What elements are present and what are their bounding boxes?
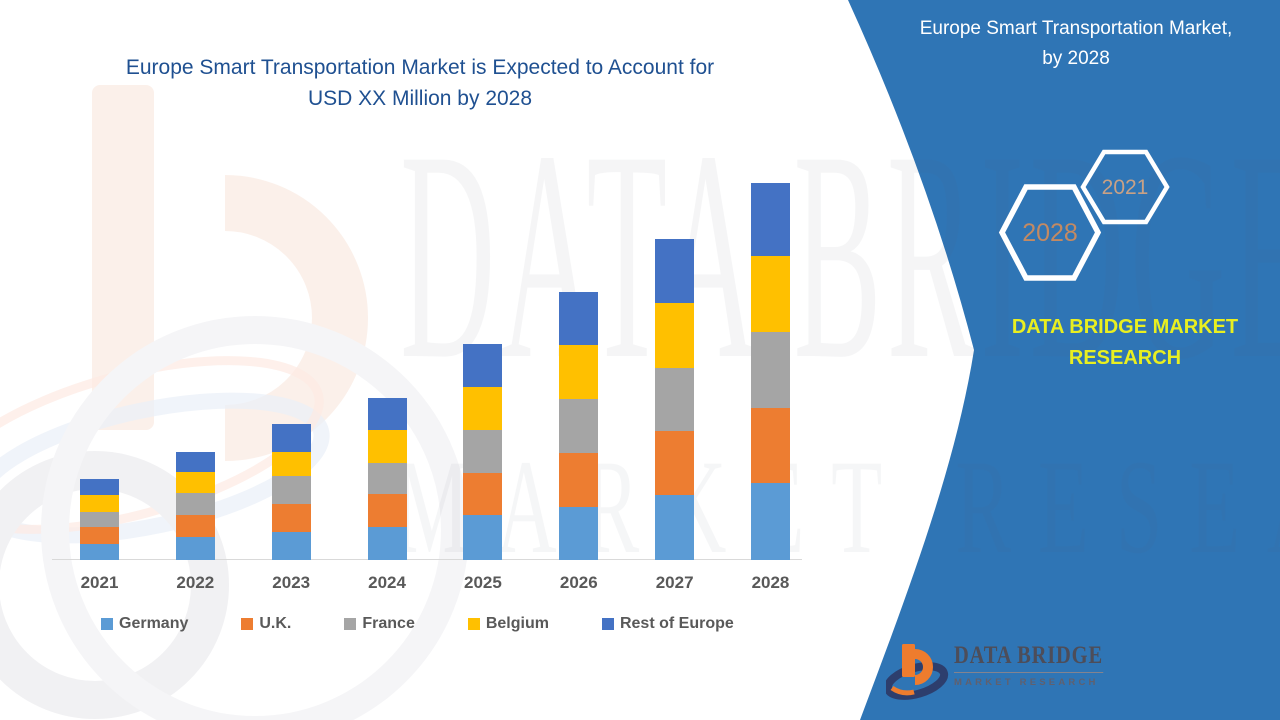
chart-title-line2: USD XX Million by 2028 bbox=[307, 87, 533, 110]
bar-segment-rest-of-europe-2027 bbox=[655, 239, 695, 303]
bar-segment-u-k-2026 bbox=[559, 453, 599, 507]
bar-segment-belgium-2021 bbox=[80, 495, 119, 512]
legend-item-rest-of-europe: Rest of Europe bbox=[601, 615, 734, 633]
bar-column-2025 bbox=[463, 344, 503, 560]
legend-item-germany: Germany bbox=[101, 615, 188, 633]
bar-segment-germany-2022 bbox=[175, 537, 215, 560]
legend-item-france: France bbox=[344, 615, 415, 633]
x-axis-line bbox=[52, 559, 802, 560]
bar-segment-germany-2021 bbox=[80, 544, 119, 560]
legend-label-rest-of-europe: Rest of Europe bbox=[619, 615, 734, 632]
bar-column-2022 bbox=[175, 452, 215, 560]
legend-label-belgium: Belgium bbox=[485, 615, 549, 632]
watermark-b-bowl bbox=[224, 175, 368, 461]
x-axis-label-2023: 2023 bbox=[272, 573, 311, 592]
bar-column-2021 bbox=[80, 479, 119, 560]
bar-segment-france-2024 bbox=[367, 463, 407, 494]
bar-column-2027 bbox=[655, 239, 695, 560]
bar-segment-germany-2023 bbox=[271, 532, 311, 560]
bar-segment-u-k-2024 bbox=[367, 494, 407, 527]
legend-swatch-u-k bbox=[241, 618, 254, 630]
legend-item-u-k: U.K. bbox=[241, 615, 291, 633]
bar-segment-france-2023 bbox=[271, 476, 311, 504]
bar-segment-france-2021 bbox=[80, 512, 119, 527]
bar-segment-germany-2028 bbox=[750, 483, 790, 560]
bar-segment-rest-of-europe-2024 bbox=[367, 398, 407, 430]
bar-segment-germany-2026 bbox=[559, 507, 599, 560]
databridge-logo-watermark bbox=[0, 85, 469, 720]
side-panel-shape bbox=[848, 0, 1280, 720]
bar-segment-rest-of-europe-2022 bbox=[175, 452, 215, 472]
bar-segment-belgium-2028 bbox=[750, 256, 790, 332]
bar-segment-france-2026 bbox=[559, 399, 599, 453]
bar-segment-belgium-2026 bbox=[559, 345, 599, 399]
legend-label-u-k: U.K. bbox=[259, 615, 292, 632]
bar-column-2023 bbox=[271, 424, 311, 560]
bar-segment-u-k-2028 bbox=[750, 408, 790, 483]
watermark-b-bar bbox=[92, 85, 154, 430]
legend-item-belgium: Belgium bbox=[467, 615, 549, 633]
bar-segment-germany-2024 bbox=[367, 527, 407, 560]
legend-label-germany: Germany bbox=[119, 615, 189, 632]
bar-segment-france-2025 bbox=[463, 430, 503, 473]
bar-segment-germany-2025 bbox=[463, 515, 503, 560]
x-axis-label-2024: 2024 bbox=[368, 573, 406, 592]
bar-segment-belgium-2024 bbox=[367, 430, 407, 463]
bar-segment-u-k-2023 bbox=[271, 504, 311, 532]
legend: Germany U.K. France Belgium Rest of Europe bbox=[101, 615, 734, 633]
bar-column-2026 bbox=[559, 292, 599, 560]
bar-segment-france-2028 bbox=[750, 332, 790, 408]
bar-segment-belgium-2023 bbox=[271, 452, 311, 476]
bar-segment-belgium-2022 bbox=[175, 472, 215, 493]
legend-swatch-rest-of-europe bbox=[601, 618, 614, 630]
bar-segment-rest-of-europe-2021 bbox=[80, 479, 119, 495]
bar-segment-rest-of-europe-2026 bbox=[559, 292, 599, 345]
bar-segment-u-k-2021 bbox=[80, 527, 119, 544]
bar-column-2028 bbox=[750, 183, 790, 560]
chart-title-line1: Europe Smart Transportation Market is Ex… bbox=[125, 56, 715, 79]
legend-swatch-france bbox=[344, 618, 357, 630]
bar-segment-u-k-2027 bbox=[655, 431, 695, 495]
bar-segment-rest-of-europe-2025 bbox=[463, 344, 503, 387]
legend-swatch-belgium bbox=[467, 618, 480, 630]
bar-segment-u-k-2022 bbox=[175, 515, 215, 537]
x-axis-label-2021: 2021 bbox=[80, 573, 119, 592]
watermark-ring-small bbox=[0, 451, 229, 719]
x-axis-label-2022: 2022 bbox=[176, 573, 215, 592]
watermark-ring-large bbox=[41, 316, 469, 720]
x-axis-label-2026: 2026 bbox=[559, 573, 598, 592]
bar-column-2024 bbox=[367, 398, 407, 560]
bar-segment-u-k-2025 bbox=[463, 473, 503, 515]
bar-segment-rest-of-europe-2028 bbox=[750, 183, 790, 256]
bar-segment-germany-2027 bbox=[655, 495, 695, 560]
bar-segment-france-2022 bbox=[175, 493, 215, 515]
legend-swatch-germany bbox=[101, 618, 113, 630]
watermark-swoosh-blue bbox=[0, 392, 330, 544]
x-axis-label-2025: 2025 bbox=[464, 573, 502, 592]
bar-segment-france-2027 bbox=[655, 368, 695, 431]
legend-label-france: France bbox=[362, 615, 415, 632]
x-axis-label-2028: 2028 bbox=[751, 573, 790, 592]
x-axis-label-2027: 2027 bbox=[655, 573, 694, 592]
bar-segment-rest-of-europe-2023 bbox=[271, 424, 311, 452]
bar-segment-belgium-2025 bbox=[463, 387, 503, 430]
bar-segment-belgium-2027 bbox=[655, 303, 695, 368]
chart-title: Europe Smart Transportation Market is Ex… bbox=[70, 52, 770, 114]
